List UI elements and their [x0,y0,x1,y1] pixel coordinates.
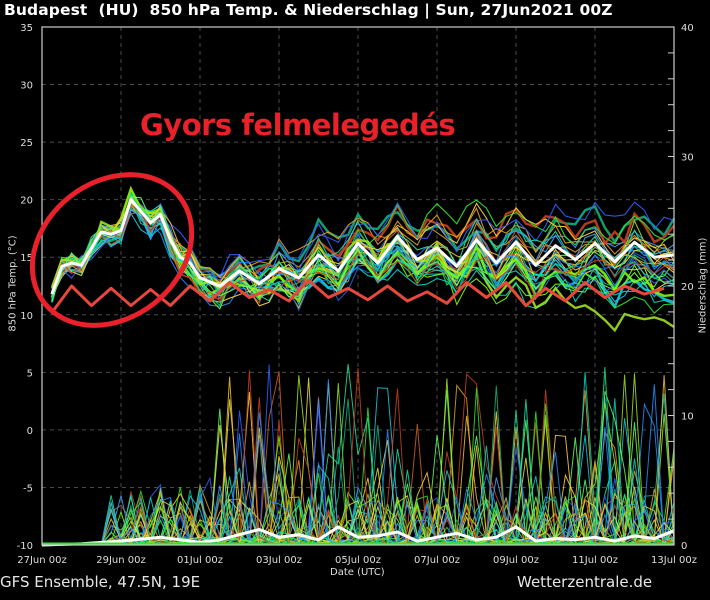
axes [41,26,675,546]
svg-text:0: 0 [681,541,687,552]
svg-text:13Jul 00z: 13Jul 00z [651,555,697,566]
svg-text:05Jul 00z: 05Jul 00z [335,555,381,566]
svg-text:15: 15 [20,253,33,264]
svg-text:10: 10 [20,311,33,322]
svg-text:30: 30 [20,81,33,92]
svg-text:30: 30 [681,153,694,164]
svg-text:-10: -10 [17,541,33,552]
svg-text:35: 35 [20,23,33,34]
source-credit: Wetterzentrale.de [517,573,653,591]
svg-text:27Jun 00z: 27Jun 00z [17,555,67,566]
svg-text:11Jul 00z: 11Jul 00z [572,555,618,566]
svg-text:03Jul 00z: 03Jul 00z [256,555,302,566]
svg-text:01Jul 00z: 01Jul 00z [177,555,223,566]
svg-text:25: 25 [20,138,33,149]
model-info: GFS Ensemble, 47.5N, 19E [0,573,201,591]
y-axis-label-right: Niederschlag (mm) [697,237,709,334]
svg-text:09Jul 00z: 09Jul 00z [493,555,539,566]
annotation-text: Gyors felmelegedés [140,108,456,142]
svg-text:20: 20 [681,282,694,293]
highlight-lines [41,198,675,547]
precipitation-lines [42,364,675,547]
y-axis-label-left: 850 hPa Temp. (°C) [7,235,19,332]
svg-text:0: 0 [27,426,33,437]
tick-labels: 35 30 25 20 15 10 5 0 -5 -10 40 30 20 10 0 27Jun 00z 29J… [17,23,697,566]
highlight-ellipse [29,172,195,328]
svg-text:29Jun 00z: 29Jun 00z [96,555,146,566]
svg-text:5: 5 [27,368,33,379]
chart-title: Budapest (HU) 850 hPa Temp. & Niederschl… [4,1,613,19]
svg-text:07Jul 00z: 07Jul 00z [414,555,460,566]
svg-text:40: 40 [681,23,694,34]
x-axis-label: Date (UTC) [330,567,385,578]
svg-text:10: 10 [681,412,694,423]
svg-text:20: 20 [20,196,33,207]
svg-text:-5: -5 [23,483,33,494]
